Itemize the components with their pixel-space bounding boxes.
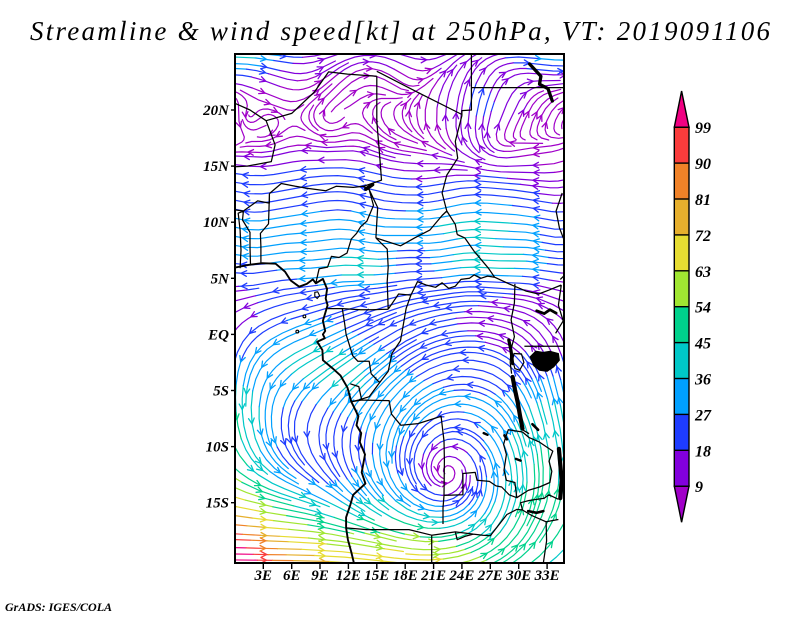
svg-text:Streamline & wind speed[kt] at: Streamline & wind speed[kt] at 250hPa, V… [30,16,771,46]
svg-text:20N: 20N [202,103,230,119]
svg-text:21E: 21E [420,568,446,584]
svg-text:18E: 18E [393,568,418,584]
svg-text:54: 54 [695,300,711,317]
svg-text:15N: 15N [203,159,230,175]
svg-text:27E: 27E [477,568,503,584]
svg-text:81: 81 [695,192,711,209]
svg-text:27: 27 [694,407,712,424]
svg-text:12E: 12E [336,568,361,584]
svg-text:45: 45 [694,336,711,353]
svg-text:18: 18 [695,443,711,460]
svg-text:9: 9 [695,479,703,496]
svg-text:10N: 10N [203,215,230,231]
svg-text:99: 99 [695,120,711,137]
svg-text:36: 36 [694,372,711,389]
svg-text:30E: 30E [505,568,531,584]
svg-text:72: 72 [695,228,711,245]
svg-text:5N: 5N [211,271,231,287]
svg-text:15S: 15S [206,496,229,512]
svg-text:15E: 15E [364,568,389,584]
svg-text:9E: 9E [311,568,329,584]
svg-text:90: 90 [695,156,711,173]
svg-text:63: 63 [695,264,711,281]
svg-text:GrADS: IGES/COLA: GrADS: IGES/COLA [5,600,112,614]
svg-text:33E: 33E [534,568,560,584]
svg-text:5S: 5S [213,384,229,400]
svg-text:24E: 24E [448,568,474,584]
svg-text:3E: 3E [254,568,273,584]
svg-text:6E: 6E [283,568,301,584]
svg-text:10S: 10S [206,440,229,456]
svg-text:EQ: EQ [207,327,229,343]
